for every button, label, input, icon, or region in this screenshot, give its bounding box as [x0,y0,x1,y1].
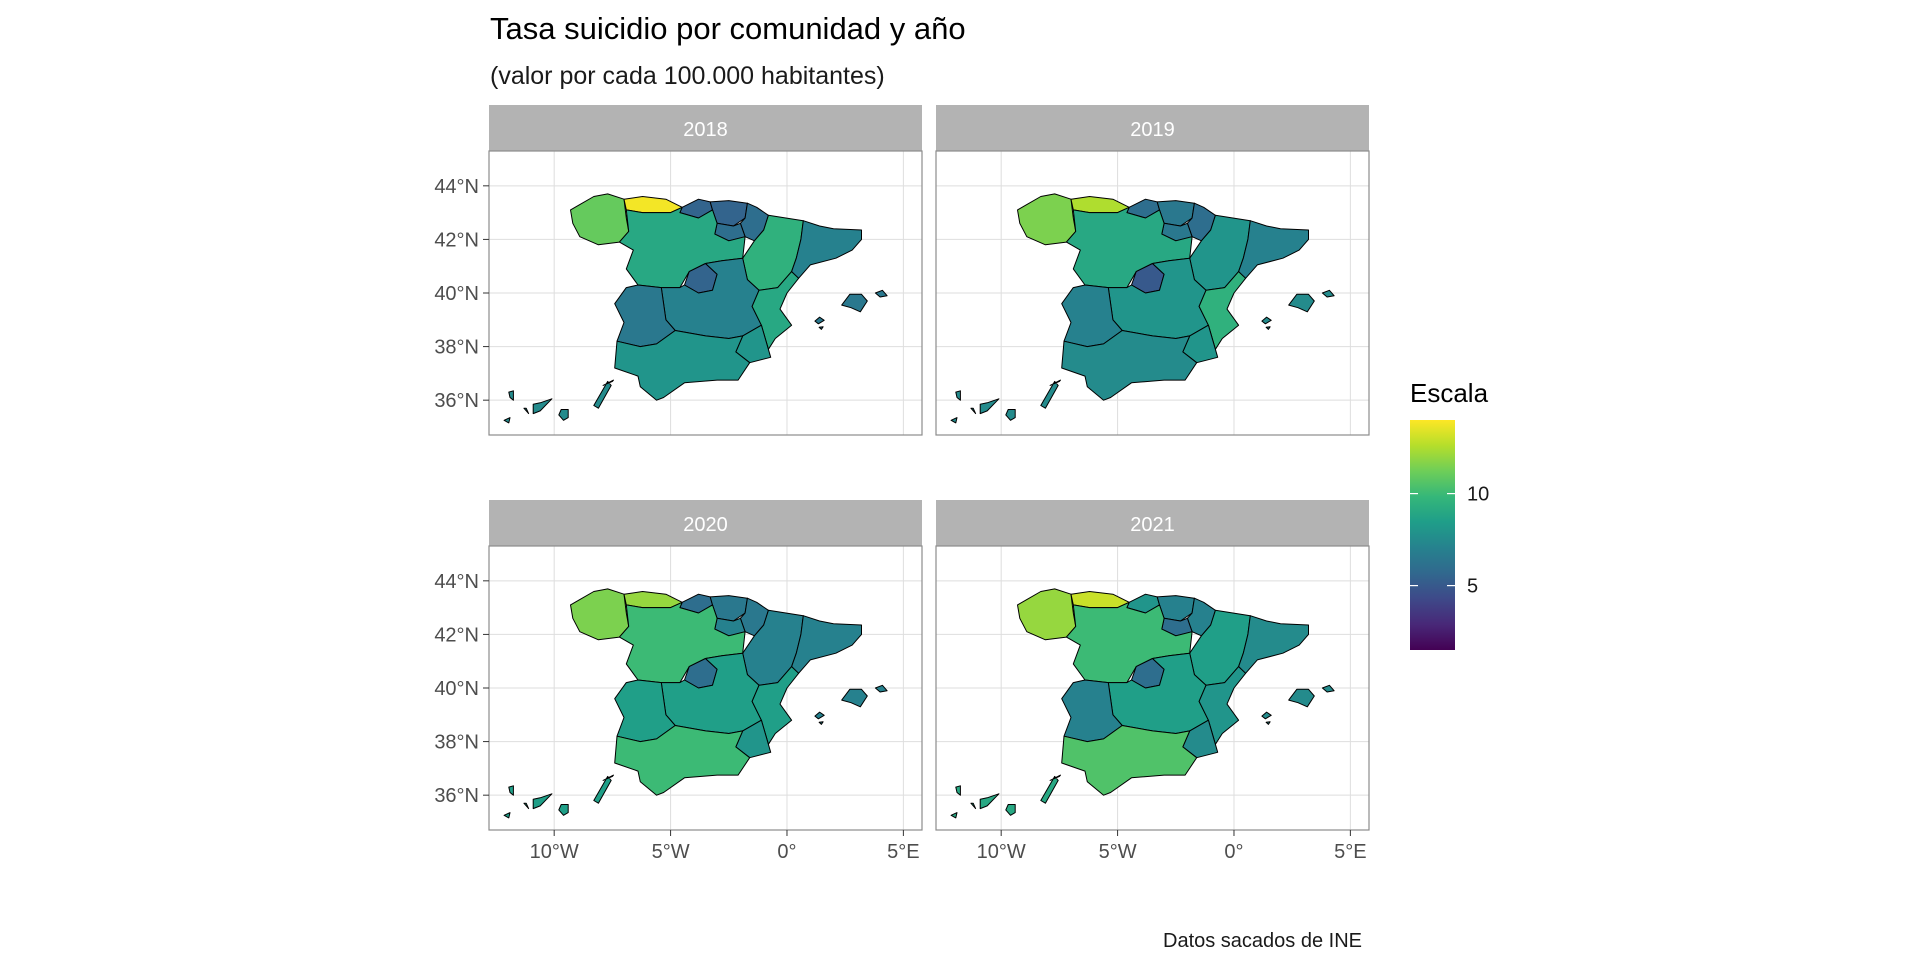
region-catalu-a [791,615,862,674]
y-tick-label: 36°N [434,390,479,412]
chart-title: Tasa suicidio por comunidad y año [490,11,966,46]
facet-label: 2020 [683,514,728,536]
y-tick-label: 36°N [434,785,479,807]
panel-border [935,545,1370,831]
facet-panel-2019: 2019 [935,105,1370,436]
facet-strip [936,500,1369,546]
chart-subtitle: (valor por cada 100.000 habitantes) [490,62,885,90]
y-tick-label: 44°N [434,176,479,198]
x-tick-label: 5°W [1099,841,1137,863]
region-illes-balears [814,289,888,330]
region-canarias [503,379,614,424]
x-tick-label: 5°E [887,841,919,863]
facet-panel-2020: 2020 36°N 38°N 40°N 42°N 44°N 10°W 5°W 0° 5°E [434,500,923,863]
region-andaluc-a [614,725,751,796]
x-tick-label: 5°W [652,841,690,863]
region-galicia [1017,588,1077,641]
legend-colorbar [1410,420,1455,650]
x-tick-label: 10°W [530,841,579,863]
facet-panel-2021: 2021 10°W 5°W 0° 5°E [935,500,1370,863]
region-andaluc-a [614,330,751,401]
facet-panel-2018: 2018 36°N 38°N 40°N 42°N 44°N [434,105,923,436]
facet-label: 2021 [1130,514,1175,536]
panel-border [935,150,1370,436]
region-comunitat-valenciana [751,666,800,745]
facet-strip [936,105,1369,151]
facet-label: 2018 [683,119,728,141]
facet-panels: 2018 36°N 38°N 40°N 42°N 44°N 2019 2020 36°N 38°N… [434,105,1370,863]
x-tick-label: 5°E [1334,841,1366,863]
y-tick-label: 38°N [434,337,479,359]
region-illes-balears [814,684,888,725]
region-asturias [623,196,683,214]
region-galicia [570,193,630,246]
x-tick-label: 10°W [977,841,1026,863]
region-canarias [503,774,614,819]
region-comunitat-valenciana [1198,271,1247,350]
region-andaluc-a [1061,330,1198,401]
facet-strip [489,105,922,151]
region-galicia [570,588,630,641]
region-asturias [623,591,683,609]
region-andaluc-a [1061,725,1198,796]
y-tick-label: 42°N [434,624,479,646]
region-canarias [950,379,1061,424]
region-illes-balears [1261,289,1335,330]
region-canarias [950,774,1061,819]
region-comunitat-valenciana [1198,666,1247,745]
region-catalu-a [791,220,862,279]
region-asturias [1070,591,1130,609]
legend-break-label: 5 [1467,576,1478,598]
x-tick-label: 0° [1224,841,1243,863]
caption: Datos sacados de INE [1163,930,1362,952]
region-comunitat-valenciana [751,271,800,350]
region-asturias [1070,196,1130,214]
x-tick-label: 0° [777,841,796,863]
legend: Escala 5 10 [1410,378,1489,650]
facet-label: 2019 [1130,119,1175,141]
region-catalu-a [1238,615,1309,674]
y-tick-label: 40°N [434,283,479,305]
y-tick-label: 42°N [434,229,479,251]
y-tick-label: 44°N [434,571,479,593]
legend-title: Escala [1410,378,1489,408]
legend-break-label: 10 [1467,484,1489,506]
y-tick-label: 40°N [434,678,479,700]
region-galicia [1017,193,1077,246]
region-illes-balears [1261,684,1335,725]
region-catalu-a [1238,220,1309,279]
y-tick-label: 38°N [434,732,479,754]
facet-strip [489,500,922,546]
